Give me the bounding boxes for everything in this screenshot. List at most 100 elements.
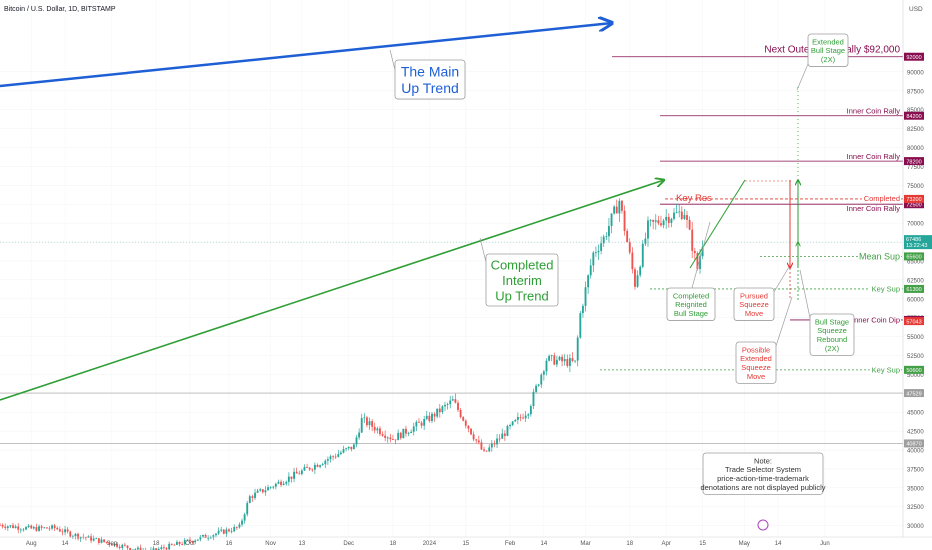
candle-body xyxy=(480,442,483,450)
y-tick-label: 40000 xyxy=(907,449,924,455)
candle-body xyxy=(287,476,290,482)
level-label: Key Sup xyxy=(872,284,900,293)
candle-body xyxy=(116,543,119,547)
candle-body xyxy=(282,483,285,486)
candle-body xyxy=(368,421,371,426)
candle-body xyxy=(267,487,269,491)
callout-line: Move xyxy=(745,309,763,318)
candle-body xyxy=(238,524,241,528)
candle-body xyxy=(290,476,293,479)
candle-body xyxy=(194,540,197,543)
candle-body xyxy=(519,416,522,418)
candle-body xyxy=(53,525,56,528)
x-tick-label: Oct xyxy=(185,541,195,547)
level-label: Inner Coin Rally xyxy=(847,204,901,213)
y-tick-label: 45000 xyxy=(907,411,924,417)
candle-body xyxy=(647,220,649,239)
callout-line: Squeeze xyxy=(739,300,769,309)
candle-body xyxy=(27,525,30,528)
callout-box xyxy=(666,287,716,321)
candle-body xyxy=(545,360,548,372)
candle-body xyxy=(334,456,337,458)
candle-body xyxy=(264,490,267,493)
candle-body xyxy=(90,536,93,541)
candle-body xyxy=(183,539,186,545)
candle-body xyxy=(139,547,142,550)
candle-body xyxy=(376,428,379,431)
candle-body xyxy=(423,419,426,426)
callout-line: (2X) xyxy=(825,344,840,353)
y-tick-label: 90000 xyxy=(907,70,924,76)
candle-body xyxy=(95,538,98,540)
level-badge-text: 50600 xyxy=(906,368,921,374)
callout-line: Move xyxy=(747,372,765,381)
candle-layer xyxy=(0,198,704,550)
level-label-bg xyxy=(842,315,901,325)
price-axis-bg xyxy=(903,0,932,550)
candle-body xyxy=(399,432,402,439)
callout-box xyxy=(809,313,855,356)
candle-body xyxy=(316,464,319,467)
candle-body xyxy=(303,466,306,471)
callout-pointer xyxy=(479,237,487,263)
candle-body xyxy=(6,526,9,528)
candle-body xyxy=(228,529,230,532)
candle-body xyxy=(38,526,40,531)
x-tick-label: May xyxy=(739,541,750,547)
candle-body xyxy=(74,533,77,537)
callout-box xyxy=(733,287,775,321)
callout-line: Squeeze xyxy=(741,363,771,372)
candle-body xyxy=(105,541,108,543)
candle-body xyxy=(126,545,129,549)
candle-body xyxy=(654,220,657,222)
candle-body xyxy=(277,481,280,484)
level-label-bg xyxy=(869,365,901,375)
level-badge-text: 61300 xyxy=(906,287,921,293)
candle-body xyxy=(355,437,358,445)
candle-body xyxy=(467,425,470,429)
candle-body xyxy=(576,337,579,361)
callout-box xyxy=(485,253,559,307)
candle-body xyxy=(261,489,264,493)
candle-body xyxy=(165,548,168,550)
candle-body xyxy=(535,385,538,392)
x-tick-label: 18 xyxy=(626,541,633,547)
candle-body xyxy=(241,520,243,525)
x-tick-label: Feb xyxy=(505,541,516,547)
key-res-label: Key Res xyxy=(676,193,712,204)
x-tick-label: Apr xyxy=(662,541,671,547)
level-badge xyxy=(904,284,924,293)
candle-body xyxy=(373,426,376,431)
candle-body xyxy=(428,415,431,421)
candle-body xyxy=(472,434,475,440)
y-tick-label: 77500 xyxy=(907,165,924,171)
candle-body xyxy=(84,537,87,539)
candle-body xyxy=(209,537,212,539)
callout-pointer xyxy=(691,221,711,289)
callout-line: Bull Stage xyxy=(674,309,708,318)
candle-body xyxy=(246,502,249,515)
level-badge-text: 65600 xyxy=(906,255,921,261)
candle-body xyxy=(178,541,181,545)
candle-body xyxy=(181,544,184,545)
candle-body xyxy=(431,413,433,421)
x-tick-label: Sep xyxy=(107,541,118,547)
level-label: Key Sup xyxy=(872,365,900,374)
candle-body xyxy=(454,399,457,403)
candle-body xyxy=(485,450,488,452)
symbol-title: Bitcoin / U.S. Dollar, 1D, BITSTAMP xyxy=(4,6,116,13)
candle-body xyxy=(660,223,662,226)
candle-body xyxy=(254,492,256,498)
candle-body xyxy=(51,525,53,529)
candle-body xyxy=(384,435,387,438)
callout-line: Interim xyxy=(502,273,542,288)
y-tick-label: 60000 xyxy=(907,297,924,303)
candle-body xyxy=(332,456,335,458)
candle-body xyxy=(352,444,355,450)
candle-body xyxy=(438,408,441,413)
candle-body xyxy=(615,206,618,214)
candle-body xyxy=(621,200,623,211)
callout-line: Up Trend xyxy=(401,80,459,96)
